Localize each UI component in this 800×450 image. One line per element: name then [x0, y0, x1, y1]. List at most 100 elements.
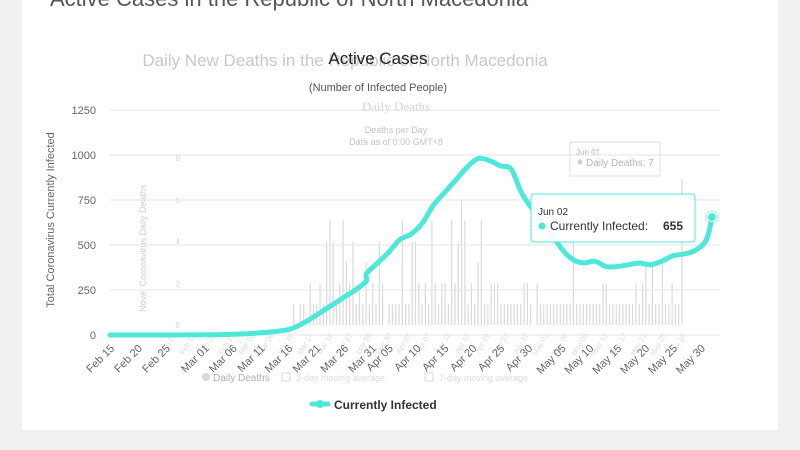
- ghost-bar: [375, 304, 377, 325]
- ghost-bar: [553, 304, 555, 325]
- y-axis-ticks: 0 250 500 750 1000 1250: [72, 105, 96, 342]
- tooltip-label: Currently Infected:: [550, 219, 648, 233]
- ghost-bar: [582, 304, 584, 325]
- ghost-bar: [615, 304, 617, 325]
- ghost-bar: [388, 304, 390, 325]
- ghost-tooltip-date: Jun 01: [576, 148, 601, 157]
- x-tick-label: Feb 15: [84, 343, 117, 376]
- ghost-bar: [645, 262, 647, 325]
- ghost-bar: [434, 283, 436, 325]
- ghost-bar: [648, 304, 650, 325]
- ghost-bar: [326, 241, 328, 325]
- ghost-bar: [493, 283, 496, 325]
- ghost-bar: [562, 304, 565, 325]
- ghost-bar: [355, 304, 357, 325]
- ghost-bar: [516, 304, 519, 325]
- series-currently-infected: [107, 155, 719, 338]
- legend[interactable]: Currently Infected: [309, 398, 437, 412]
- ghost-daily-deaths-title: Daily Deaths: [362, 99, 430, 114]
- ghost-bar: [612, 304, 614, 325]
- legend-currently-infected[interactable]: Currently Infected: [334, 398, 437, 412]
- ghost-bar: [421, 304, 423, 325]
- ghost-bar: [339, 283, 341, 325]
- tooltip-date: Jun 02: [538, 207, 568, 218]
- ghost-bar: [589, 304, 591, 325]
- ghost-bar: [500, 304, 502, 325]
- ghost-bar: [398, 304, 400, 325]
- ghost-bar: [507, 304, 509, 325]
- ghost-bar: [503, 304, 505, 325]
- ghost-y-tick-label: 8: [176, 154, 181, 163]
- ghost-bar: [576, 304, 578, 325]
- ghost-bar: [464, 220, 466, 325]
- ghost-bar: [585, 304, 588, 325]
- ghost-bar: [651, 262, 653, 325]
- ghost-bar: [378, 241, 380, 325]
- ghost-bar: [605, 283, 607, 325]
- ghost-bar: [342, 220, 344, 325]
- ghost-y-tick-label: 4: [176, 238, 181, 247]
- ghost-tooltip-label: Daily Deaths: 7: [586, 158, 654, 169]
- ghost-bar: [546, 304, 548, 325]
- ghost-bar: [428, 304, 430, 325]
- ghost-bar: [467, 304, 469, 325]
- ghost-legend-7day-marker: [424, 372, 434, 382]
- ghost-bar: [572, 241, 575, 325]
- ghost-bar: [418, 283, 420, 325]
- ghost-bar: [530, 304, 532, 325]
- ghost-bar: [483, 304, 486, 325]
- ghost-bar: [414, 241, 417, 325]
- ghost-bar: [447, 304, 449, 325]
- ghost-bar: [602, 283, 604, 325]
- ghost-legend-3day-marker: [281, 372, 291, 382]
- grid-lines: [110, 109, 720, 336]
- ghost-bar: [319, 283, 321, 325]
- chart-title: Active Cases: [328, 49, 427, 68]
- ghost-bar: [497, 283, 499, 325]
- ghost-bar: [477, 262, 479, 325]
- ghost-bar: [441, 283, 443, 325]
- ghost-bar: [401, 220, 403, 325]
- ghost-bar: [599, 304, 601, 325]
- ghost-legend: Daily Deaths 3-day moving average 7-day …: [202, 372, 528, 384]
- ghost-bar: [510, 304, 512, 325]
- ghost-bar: [536, 283, 538, 325]
- ghost-deaths-title: Daily New Deaths in the Republic of Nort…: [142, 51, 548, 70]
- ghost-bar: [322, 304, 324, 325]
- ghost-bar: [437, 304, 440, 325]
- ghost-bar: [523, 283, 525, 325]
- ghost-bar: [372, 283, 374, 325]
- ghost-bar: [487, 304, 489, 325]
- chart-card: Active Cases in the Republic of North Ma…: [22, 0, 778, 430]
- ghost-bar: [451, 220, 453, 325]
- ghost-bar: [678, 304, 680, 325]
- ghost-bar: [395, 304, 397, 325]
- ghost-bar: [460, 199, 463, 325]
- tooltip: Jun 02 Currently Infected: 655: [530, 193, 696, 243]
- ghost-bar: [408, 304, 410, 325]
- ghost-y-axis-label: Novel Coronavirus Daily Deaths: [138, 184, 148, 312]
- ghost-bar: [381, 283, 384, 325]
- ghost-bar: [365, 262, 367, 325]
- ghost-bar: [625, 304, 627, 325]
- ghost-bar: [618, 304, 621, 325]
- ghost-bar: [664, 304, 667, 325]
- ghost-bar: [368, 304, 371, 325]
- ghost-bar: [592, 304, 594, 325]
- hover-point[interactable]: [707, 212, 717, 223]
- ghost-bar: [661, 262, 663, 325]
- ghost-bar: [303, 304, 305, 325]
- ghost-bar: [609, 304, 611, 325]
- ghost-bar: [539, 304, 542, 325]
- tooltip-value: 655: [663, 219, 683, 233]
- y-tick-label: 750: [78, 195, 96, 207]
- ghost-bar: [641, 283, 644, 325]
- ghost-deaths-per-day: Deaths per Day: [365, 125, 428, 135]
- ghost-bar: [329, 220, 331, 325]
- ghost-bar: [332, 241, 334, 325]
- ghost-y-tick-label: 2: [176, 279, 181, 288]
- ghost-bar: [431, 220, 433, 325]
- ghost-bar: [638, 304, 640, 325]
- page-heading: Active Cases in the Republic of North Ma…: [50, 0, 528, 12]
- y-tick-label: 500: [78, 240, 96, 252]
